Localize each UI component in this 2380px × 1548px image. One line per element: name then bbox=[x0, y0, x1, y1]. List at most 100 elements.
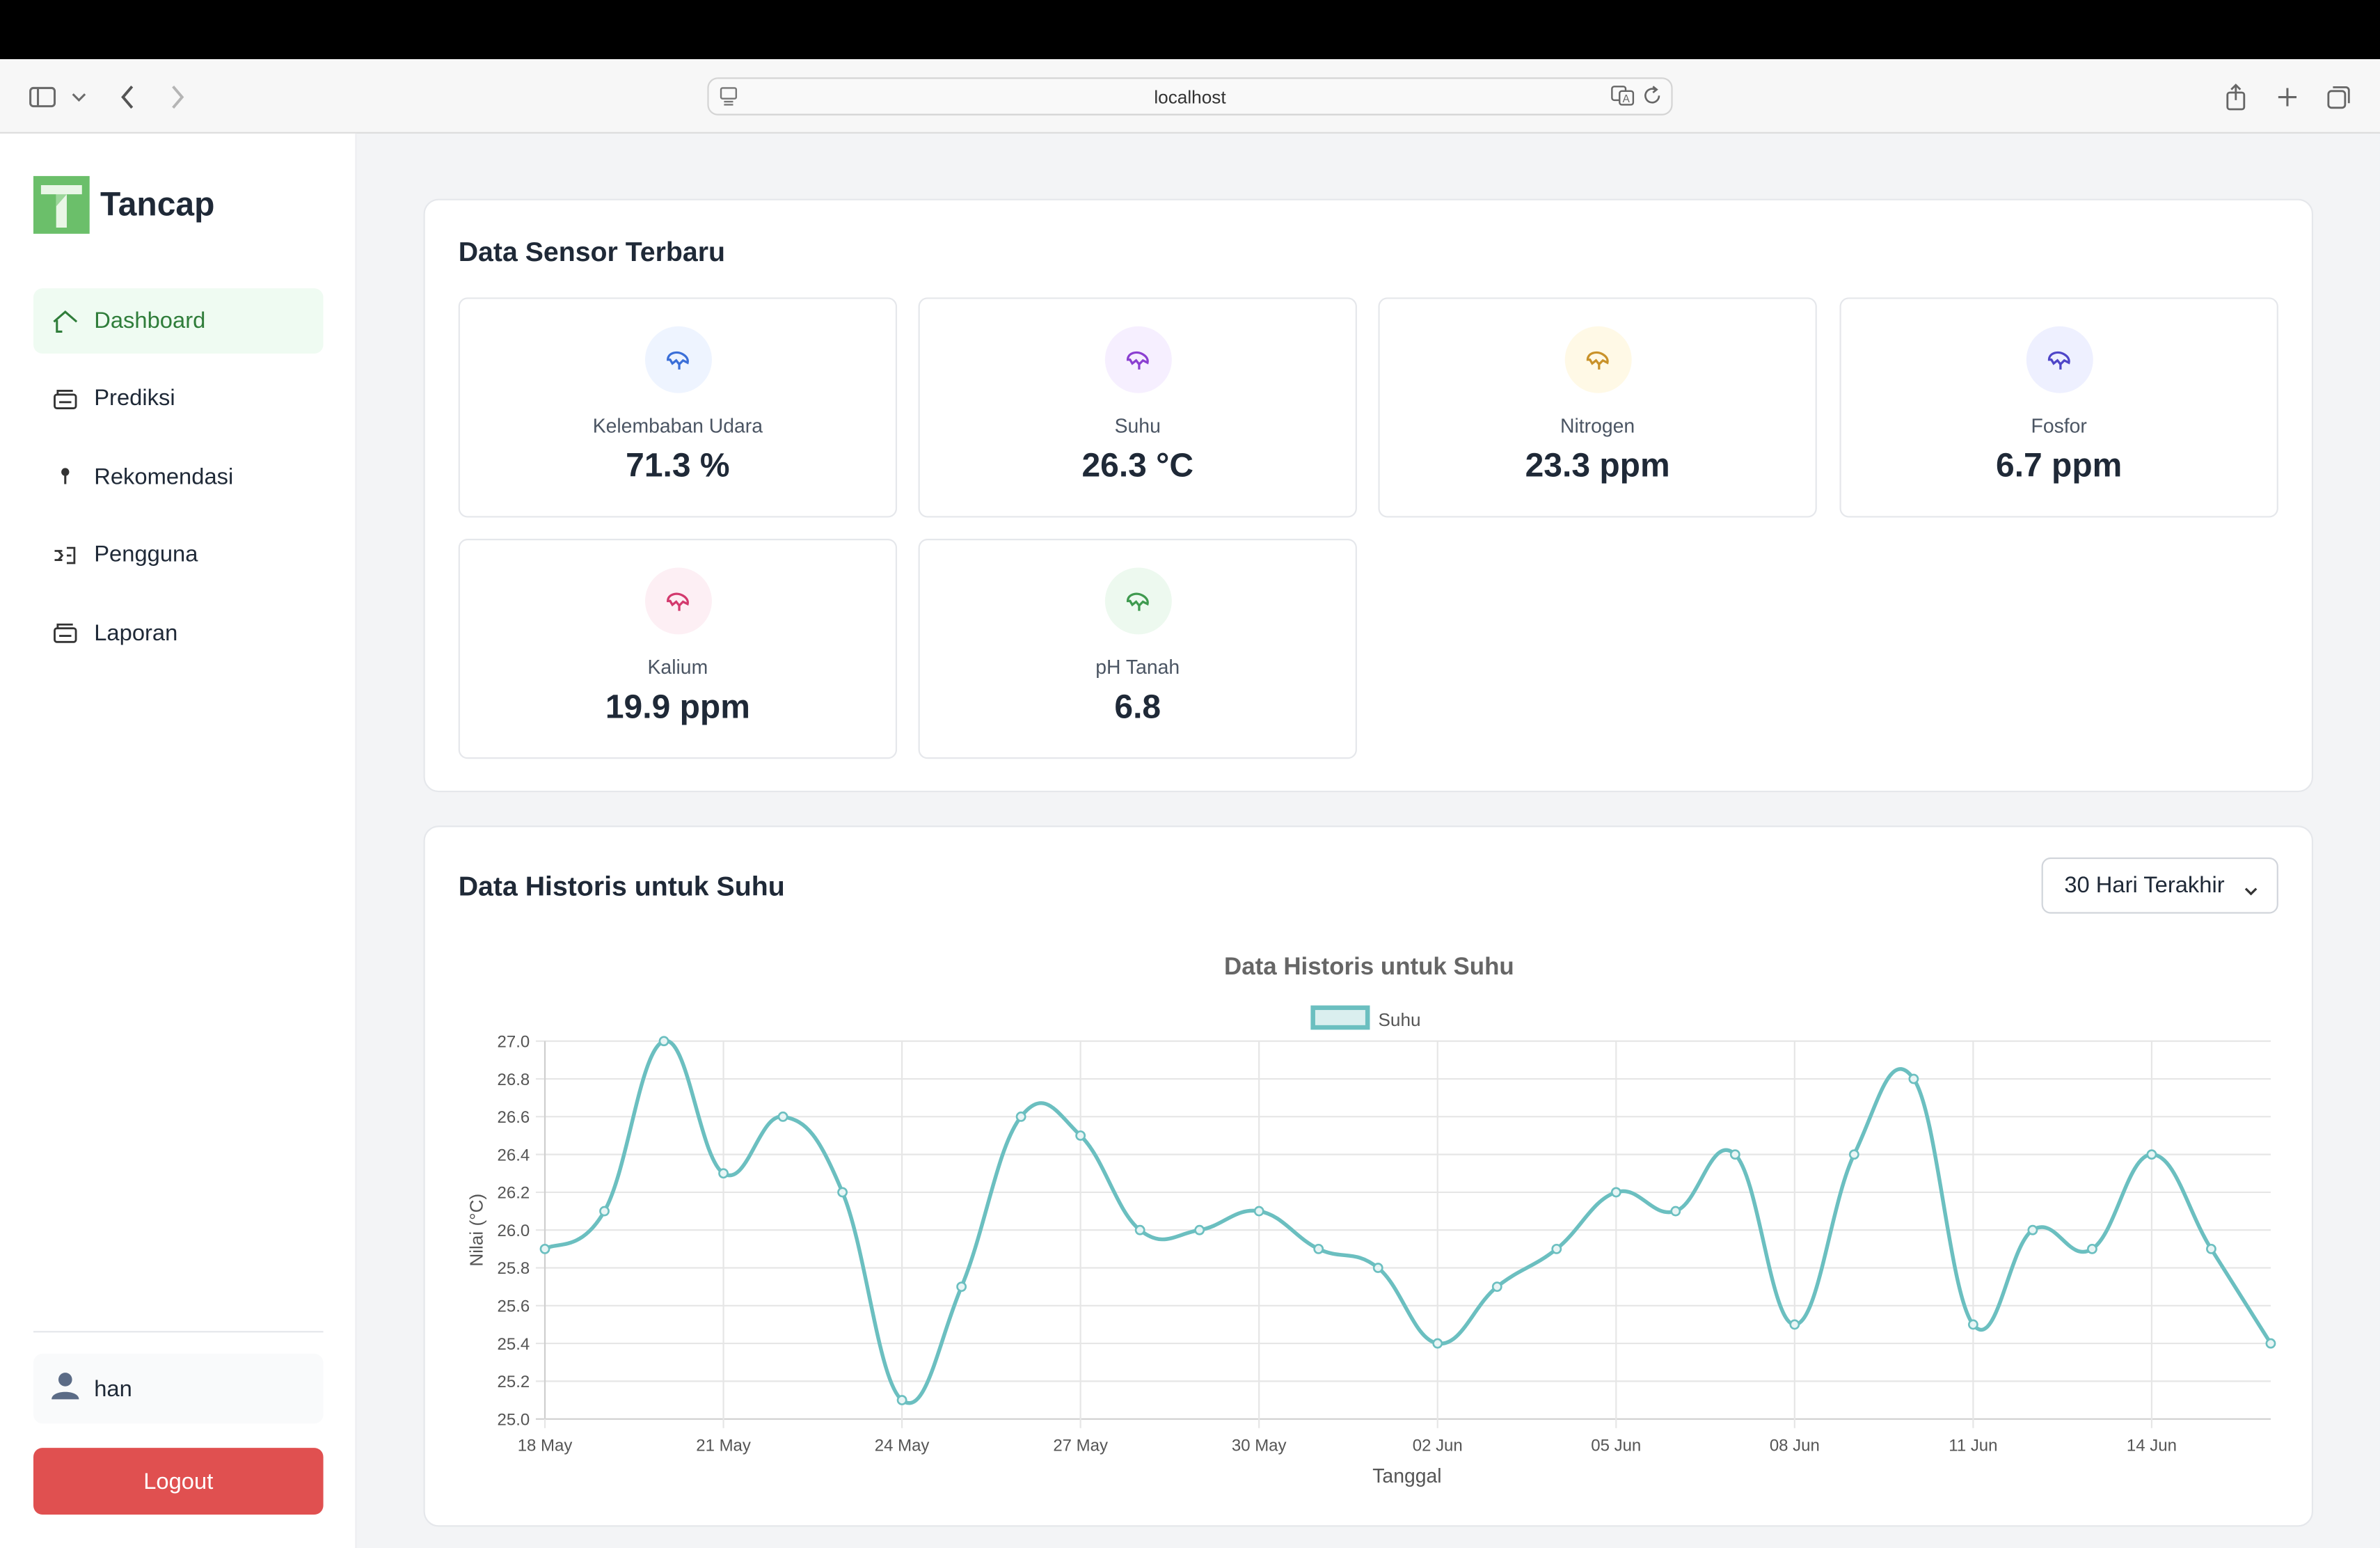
data-point bbox=[1848, 1149, 1859, 1160]
chevron-down-icon[interactable] bbox=[67, 59, 91, 134]
data-point bbox=[658, 1036, 669, 1047]
brand[interactable]: Tancap bbox=[33, 175, 215, 234]
share-icon[interactable] bbox=[2221, 59, 2251, 134]
y-tick-label: 25.6 bbox=[498, 1297, 530, 1316]
sensor-value: 71.3 % bbox=[626, 446, 730, 484]
y-tick-label: 25.8 bbox=[498, 1259, 530, 1278]
browser-toolbar: localhost A bbox=[0, 59, 2380, 134]
sidebar-item-prediksi[interactable]: Prediksi bbox=[33, 366, 324, 432]
home-icon bbox=[51, 308, 79, 335]
sidebar-item-rekomendasi[interactable]: Rekomendasi bbox=[33, 444, 324, 510]
y-tick-label: 26.8 bbox=[498, 1071, 530, 1089]
sensor-value: 6.8 bbox=[1114, 687, 1161, 726]
sidebar-item-laporan[interactable]: Laporan bbox=[33, 600, 324, 665]
sensor-icon bbox=[1564, 326, 1632, 393]
brand-logo-icon bbox=[33, 175, 90, 234]
sensor-icon bbox=[1104, 567, 1172, 635]
data-point bbox=[837, 1187, 848, 1198]
x-tick-label: 05 Jun bbox=[1591, 1436, 1641, 1455]
y-tick-label: 27.0 bbox=[498, 1032, 530, 1051]
sensor-icon bbox=[644, 326, 712, 393]
data-point bbox=[539, 1243, 550, 1254]
sidebar-nav: Dashboard Prediksi Rekomendasi Pengguna bbox=[33, 288, 324, 678]
sensor-section-title: Data Sensor Terbaru bbox=[458, 237, 725, 267]
x-tick-label: 11 Jun bbox=[1949, 1436, 1997, 1455]
new-tab-icon[interactable] bbox=[2272, 59, 2303, 134]
user-name: han bbox=[94, 1375, 132, 1402]
y-tick-label: 26.0 bbox=[498, 1222, 530, 1240]
data-point bbox=[777, 1111, 788, 1122]
latest-sensor-card: Data Sensor Terbaru Kelembaban Udara 71.3… bbox=[423, 198, 2314, 793]
reload-icon[interactable] bbox=[1642, 85, 1662, 113]
sensor-icon bbox=[644, 567, 712, 635]
data-point bbox=[1908, 1073, 1919, 1084]
data-point bbox=[2206, 1243, 2216, 1254]
y-axis-title: Nilai (°C) bbox=[466, 1194, 487, 1267]
data-point bbox=[2027, 1224, 2038, 1235]
x-tick-label: 18 May bbox=[518, 1436, 573, 1455]
data-point bbox=[896, 1395, 907, 1405]
translate-icon[interactable]: A bbox=[1610, 85, 1635, 113]
sidebar-item-label: Pengguna bbox=[94, 542, 198, 568]
address-bar[interactable]: localhost A bbox=[707, 77, 1673, 116]
x-tick-label: 30 May bbox=[1232, 1436, 1287, 1455]
legend-label: Suhu bbox=[1378, 1009, 1420, 1030]
sensor-label: Fosfor bbox=[2031, 414, 2087, 437]
history-section-title: Data Historis untuk Suhu bbox=[458, 871, 785, 902]
sidebar-item-dashboard[interactable]: Dashboard bbox=[33, 288, 324, 354]
y-tick-label: 26.2 bbox=[498, 1184, 530, 1203]
data-point bbox=[1729, 1149, 1740, 1160]
y-tick-label: 25.2 bbox=[498, 1373, 530, 1391]
data-point bbox=[1372, 1263, 1383, 1273]
sidebar-item-pengguna[interactable]: Pengguna bbox=[33, 522, 324, 587]
forward-icon[interactable] bbox=[162, 59, 193, 134]
data-point bbox=[2086, 1243, 2097, 1254]
range-select-value: 30 Hari Terakhir bbox=[2064, 872, 2225, 899]
site-settings-icon[interactable] bbox=[720, 86, 738, 113]
sidebar-toggle-icon[interactable] bbox=[22, 59, 64, 134]
x-tick-label: 14 Jun bbox=[2127, 1436, 2177, 1455]
sensor-card: Suhu 26.3 °C bbox=[918, 297, 1357, 518]
data-point bbox=[1015, 1111, 1026, 1122]
legend-swatch bbox=[1310, 1005, 1370, 1030]
y-tick-label: 25.0 bbox=[498, 1410, 530, 1429]
sidebar-item-label: Laporan bbox=[94, 619, 178, 646]
sensor-label: Nitrogen bbox=[1560, 414, 1635, 437]
x-tick-label: 08 Jun bbox=[1770, 1436, 1820, 1455]
back-icon[interactable] bbox=[112, 59, 143, 134]
data-point bbox=[1134, 1224, 1145, 1235]
sensor-value: 6.7 ppm bbox=[1996, 446, 2123, 484]
sidebar: Tancap Dashboard Prediksi Rekomendasi bbox=[0, 133, 357, 1548]
sensor-card: Nitrogen 23.3 ppm bbox=[1378, 297, 1817, 518]
x-tick-label: 24 May bbox=[875, 1436, 930, 1455]
screen-top-bar bbox=[0, 0, 2380, 60]
sensor-icon bbox=[2026, 326, 2093, 393]
logout-button[interactable]: Logout bbox=[33, 1448, 324, 1515]
pin-icon bbox=[51, 464, 79, 491]
sensor-card: Fosfor 6.7 ppm bbox=[1839, 297, 2278, 518]
sensor-label: Kelembaban Udara bbox=[592, 414, 763, 437]
data-point bbox=[1551, 1243, 1562, 1254]
y-tick-label: 26.6 bbox=[498, 1108, 530, 1127]
sensor-value: 23.3 ppm bbox=[1525, 446, 1670, 484]
data-point bbox=[1670, 1206, 1681, 1217]
brand-name: Tancap bbox=[100, 185, 215, 223]
report-icon bbox=[51, 619, 79, 647]
sidebar-divider bbox=[33, 1331, 324, 1333]
data-point bbox=[1253, 1206, 1264, 1217]
range-select[interactable]: 30 Hari Terakhir bbox=[2041, 857, 2278, 914]
data-point bbox=[1491, 1281, 1502, 1293]
data-point bbox=[1789, 1319, 1800, 1330]
x-tick-label: 21 May bbox=[696, 1436, 751, 1455]
sensor-value: 19.9 ppm bbox=[605, 687, 750, 726]
user-avatar-icon bbox=[50, 1370, 81, 1408]
data-point bbox=[1967, 1319, 1978, 1330]
tabs-overview-icon[interactable] bbox=[2324, 59, 2354, 134]
sensor-label: Suhu bbox=[1114, 414, 1161, 437]
data-point bbox=[1075, 1130, 1086, 1141]
history-line-chart: 27.0 26.8 26.6 26.4 26.2 26.0 25.8 25.6 25.4 25.2… bbox=[466, 953, 2276, 1487]
sidebar-item-label: Rekomendasi bbox=[94, 464, 234, 490]
sensor-card: pH Tanah 6.8 bbox=[918, 539, 1357, 759]
data-point bbox=[1610, 1187, 1621, 1198]
user-info: han bbox=[33, 1353, 324, 1424]
